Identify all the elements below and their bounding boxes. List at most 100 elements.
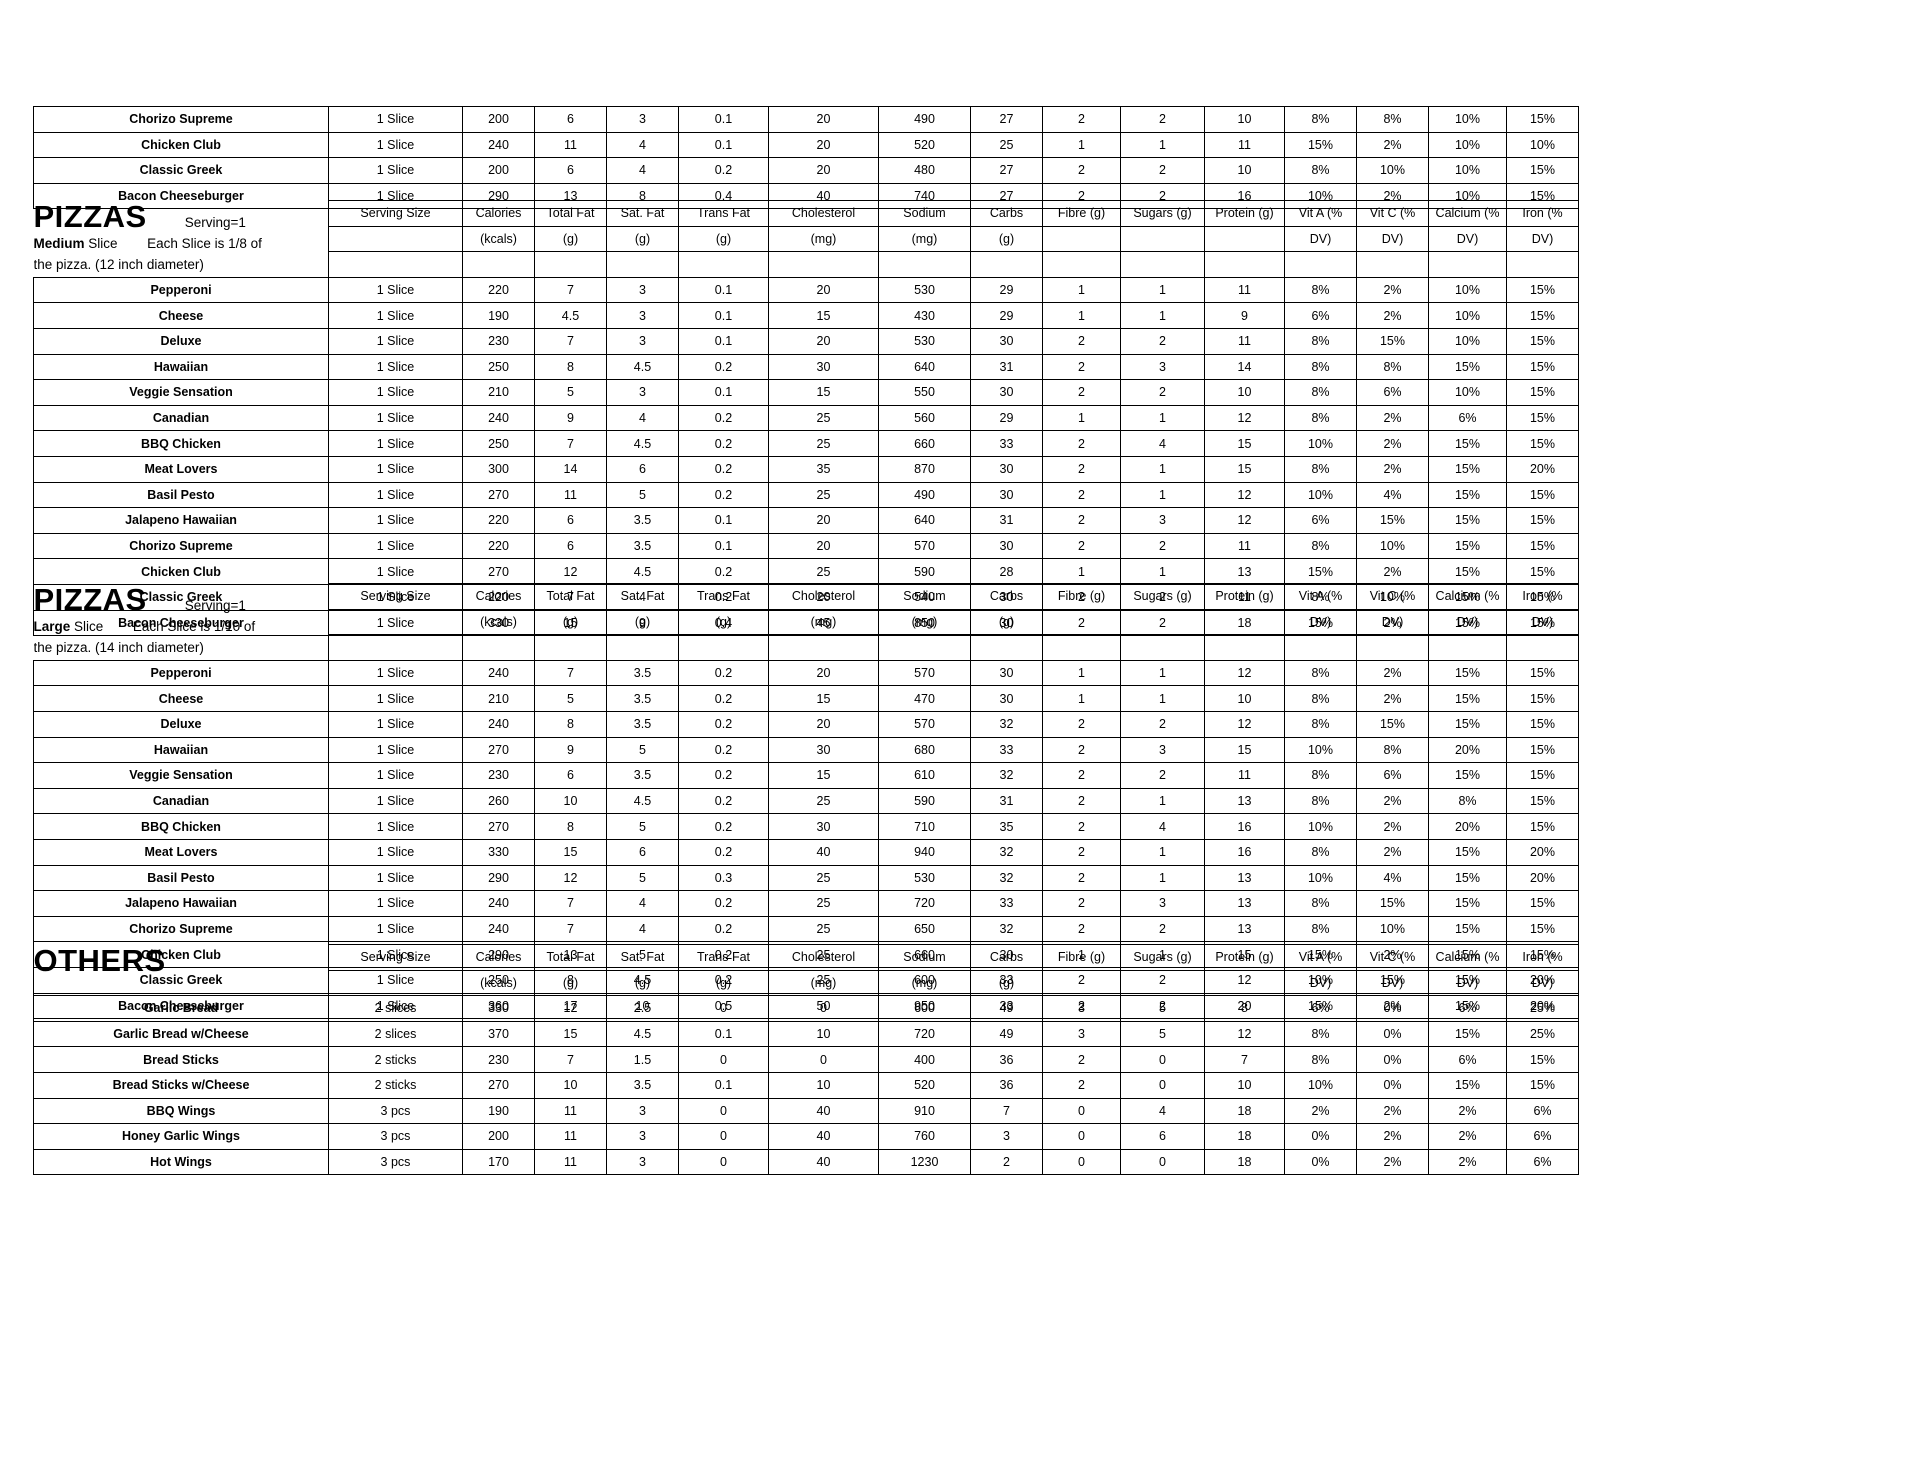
cell-fibre: 2 xyxy=(1042,890,1121,917)
cell-iron: 25% xyxy=(1506,1020,1579,1048)
cell-cholesterol: 20 xyxy=(768,327,879,355)
table-row: Bread Sticks w/Cheese 2 sticks 270 10 3.5 0.1… xyxy=(33,1071,1579,1099)
table-row: Jalapeno Hawaiian 1 Slice 220 6 3.5 0.1 20 640 3… xyxy=(33,507,1579,534)
cell-sat-fat: 1.5 xyxy=(606,1046,679,1073)
col-unit-sodium: (mg) xyxy=(878,608,971,636)
hdr-spacer-5 xyxy=(678,634,769,661)
cell-fibre: 2 xyxy=(1042,915,1121,943)
cell-serving-size: 1 Slice xyxy=(328,481,463,509)
row-item-name: Chorizo Supreme xyxy=(33,915,329,943)
row-item-name: Hawaiian xyxy=(33,353,329,381)
cell-serving-size: 1 Slice xyxy=(328,379,463,406)
cell-fibre: 1 xyxy=(1042,685,1121,712)
cell-sat-fat: 4.5 xyxy=(606,787,679,815)
cell-sat-fat: 3.5 xyxy=(606,685,679,712)
cell-calories: 260 xyxy=(462,787,535,815)
hdr-spacer-15 xyxy=(1506,251,1579,278)
table-row: BBQ Chicken 1 Slice 270 8 5 0.2 30 710 35 2 4 16 10%… xyxy=(33,813,1579,840)
table-row: Canadian 1 Slice 240 9 4 0.2 25 560 29 1 1 12 8% 2% 6%… xyxy=(33,404,1579,432)
col-unit-iron: DV) xyxy=(1506,969,1579,997)
cell-iron: 20% xyxy=(1506,838,1579,866)
cell-cholesterol: 15 xyxy=(768,685,879,712)
cell-sugars: 1 xyxy=(1120,558,1205,585)
cell-sodium: 490 xyxy=(878,481,971,509)
medium-size-note: Medium Slice Each Slice is 1/8 of xyxy=(34,232,329,254)
row-item-name: Classic Greek xyxy=(33,157,329,184)
cell-calories: 230 xyxy=(462,1046,535,1073)
col-header-cholesterol: Cholesterol xyxy=(768,583,879,610)
cell-sugars: 4 xyxy=(1120,1097,1205,1125)
cell-vit-c: 2% xyxy=(1356,659,1429,687)
cell-vit-c: 2% xyxy=(1356,131,1429,159)
table-row: Chicken Club 1 Slice 270 12 4.5 0.2 25 590 28 1 1 1… xyxy=(33,558,1579,585)
cell-calories: 330 xyxy=(462,995,535,1022)
col-unit-vit-c: DV) xyxy=(1356,608,1429,636)
cell-calcium: 15% xyxy=(1428,838,1507,866)
col-header-sat-fat: Sat. Fat xyxy=(606,583,679,610)
cell-sat-fat: 4 xyxy=(606,131,679,159)
cell-vit-a: 15% xyxy=(1284,131,1357,159)
cell-sodium: 430 xyxy=(878,302,971,329)
cell-cholesterol: 15 xyxy=(768,762,879,789)
cell-sat-fat: 4 xyxy=(606,404,679,432)
cell-calcium: 15% xyxy=(1428,1020,1507,1048)
medium-diameter-note: the pizza. (12 inch diameter) xyxy=(33,257,204,273)
cell-vit-a: 10% xyxy=(1284,1071,1357,1099)
cell-calories: 270 xyxy=(462,558,535,585)
col-unit-fibre xyxy=(1042,225,1121,253)
cell-sodium: 570 xyxy=(878,659,971,687)
cell-vit-a: 8% xyxy=(1284,1020,1357,1048)
cell-serving-size: 1 Slice xyxy=(328,890,463,917)
cell-total-fat: 11 xyxy=(534,131,607,159)
col-header-trans-fat: Trans Fat xyxy=(678,944,769,971)
row-item-name: Cheese xyxy=(33,685,329,712)
cell-calcium: 15% xyxy=(1428,353,1507,381)
cell-fibre: 2 xyxy=(1042,1071,1121,1099)
cell-cholesterol: 40 xyxy=(768,1123,879,1150)
col-header-calories: Calories xyxy=(462,583,535,610)
cell-total-fat: 9 xyxy=(534,404,607,432)
cell-sat-fat: 5 xyxy=(606,481,679,509)
cell-total-fat: 10 xyxy=(534,1071,607,1099)
table-row: Deluxe 1 Slice 240 8 3.5 0.2 20 570 32 2 2 12 8% 15% 1… xyxy=(33,710,1579,738)
row-item-name: Bread Sticks xyxy=(33,1046,329,1073)
cell-cholesterol: 25 xyxy=(768,915,879,943)
row-item-name: Chorizo Supreme xyxy=(33,106,329,133)
cell-sat-fat: 3.5 xyxy=(606,507,679,534)
cell-calories: 270 xyxy=(462,1071,535,1099)
cell-calcium: 8% xyxy=(1428,787,1507,815)
cell-carbs: 33 xyxy=(970,890,1043,917)
cell-vit-a: 0% xyxy=(1284,1123,1357,1150)
cell-fibre: 1 xyxy=(1042,558,1121,585)
cell-vit-c: 8% xyxy=(1356,106,1429,133)
cell-iron: 15% xyxy=(1506,379,1579,406)
cell-iron: 20% xyxy=(1506,455,1579,483)
col-unit-vit-c: DV) xyxy=(1356,225,1429,253)
cell-serving-size: 1 Slice xyxy=(328,157,463,184)
col-unit-carbs: (g) xyxy=(970,608,1043,636)
cell-carbs: 31 xyxy=(970,353,1043,381)
cell-cholesterol: 15 xyxy=(768,379,879,406)
row-item-name: Deluxe xyxy=(33,327,329,355)
cell-carbs: 30 xyxy=(970,379,1043,406)
row-item-name: BBQ Chicken xyxy=(33,813,329,840)
cell-protein: 16 xyxy=(1204,838,1285,866)
col-header-total-fat: Total Fat xyxy=(534,200,607,227)
cell-iron: 15% xyxy=(1506,1071,1579,1099)
cell-fibre: 2 xyxy=(1042,762,1121,789)
table-row: Veggie Sensation 1 Slice 230 6 3.5 0.2 15 610 32… xyxy=(33,762,1579,789)
cell-sat-fat: 3 xyxy=(606,379,679,406)
cell-cholesterol: 25 xyxy=(768,430,879,457)
row-item-name: Pepperoni xyxy=(33,276,329,304)
col-header-sat-fat: Sat. Fat xyxy=(606,200,679,227)
cell-cholesterol: 10 xyxy=(768,1071,879,1099)
cell-serving-size: 3 pcs xyxy=(328,1123,463,1150)
cell-carbs: 30 xyxy=(970,455,1043,483)
cell-sat-fat: 4 xyxy=(606,915,679,943)
cell-sugars: 3 xyxy=(1120,736,1205,764)
cell-calories: 210 xyxy=(462,379,535,406)
hdr-spacer-5 xyxy=(678,251,769,278)
hdr-spacer-10 xyxy=(1120,251,1205,278)
cell-calories: 270 xyxy=(462,736,535,764)
cell-calcium: 10% xyxy=(1428,106,1507,133)
